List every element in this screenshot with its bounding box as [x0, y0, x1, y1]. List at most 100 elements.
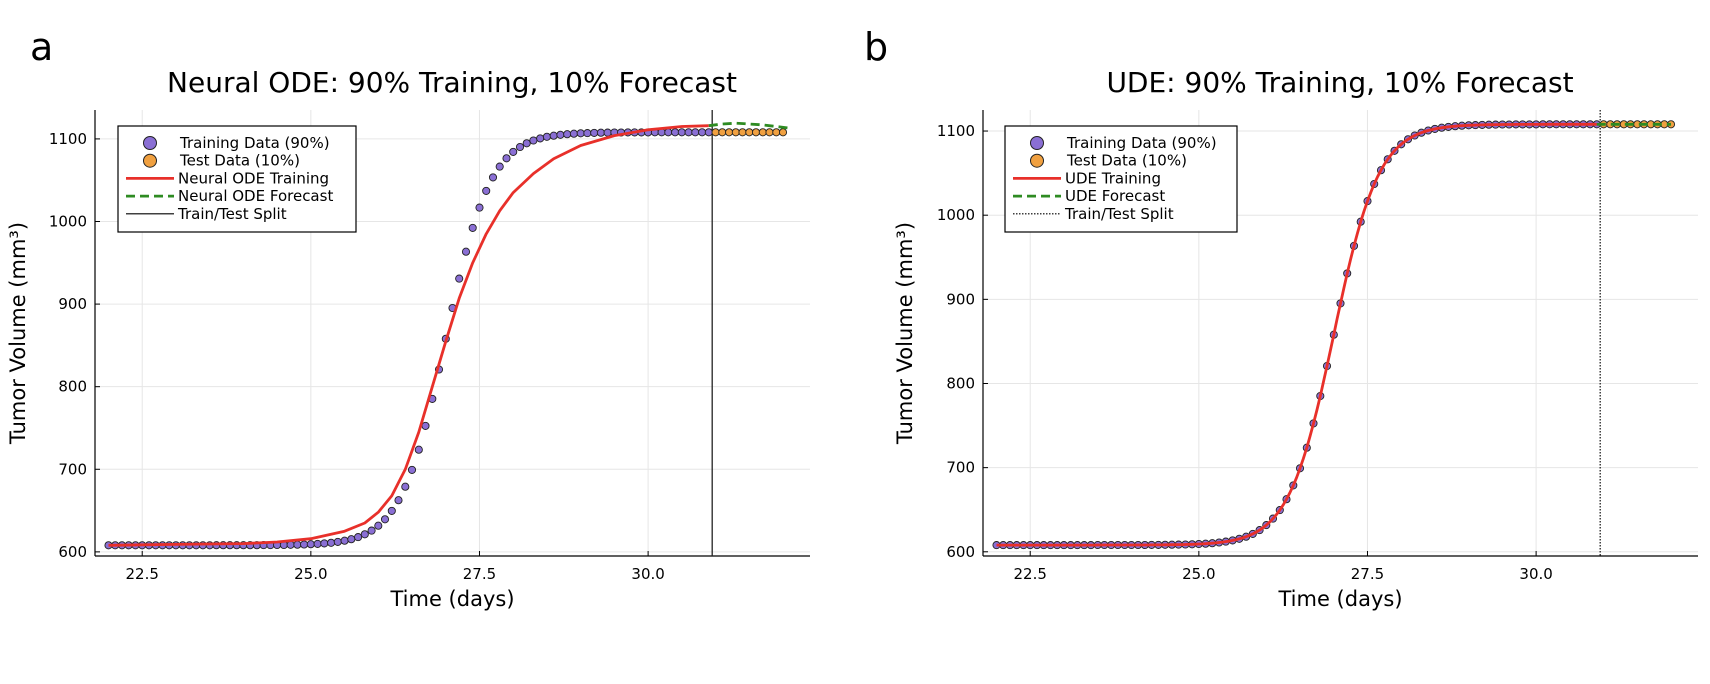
training-data-point [664, 128, 673, 137]
test-data-point [711, 128, 720, 137]
x-tick-label: 22.5 [126, 565, 159, 583]
y-tick-label: 900 [946, 290, 975, 308]
training-data-point [320, 539, 329, 548]
y-axis-label: Tumor Volume (mm³) [893, 222, 917, 445]
training-data-point [380, 515, 390, 524]
x-axis-label: Time (days) [1277, 587, 1402, 611]
test-data-point [778, 128, 788, 137]
legend-label: Test Data (10%) [179, 152, 300, 170]
y-tick-label: 1100 [49, 130, 87, 148]
legend-label: UDE Training [1065, 169, 1161, 187]
training-data-point [536, 134, 545, 143]
training-data-point [495, 162, 504, 171]
training-data-point [455, 274, 464, 283]
legend-label: Train/Test Split [1064, 205, 1174, 223]
training-data-point [407, 465, 417, 474]
x-tick-label: 27.5 [463, 565, 496, 583]
x-tick-label: 25.0 [1182, 565, 1215, 583]
test-data-point [738, 128, 747, 137]
training-data-point [529, 136, 538, 145]
training-data-point [340, 536, 349, 545]
x-tick-label: 27.5 [1351, 565, 1384, 583]
x-axis-label: Time (days) [389, 587, 514, 611]
training-data-point [374, 521, 383, 530]
chart-title: Neural ODE: 90% Training, 10% Forecast [167, 66, 737, 99]
training-data-point [671, 128, 680, 137]
legend-label: Test Data (10%) [1066, 152, 1187, 170]
y-tick-label: 700 [58, 460, 87, 478]
panel-label: b [864, 25, 888, 69]
y-axis-label: Tumor Volume (mm³) [6, 222, 30, 445]
training-data-point [394, 496, 403, 505]
y-tick-label: 800 [58, 378, 87, 396]
training-data-point [313, 539, 322, 548]
test-data-point [758, 128, 767, 137]
y-tick-label: 1100 [937, 122, 975, 140]
training-data-point [367, 526, 376, 535]
training-data-point [704, 128, 713, 137]
y-tick-label: 600 [58, 543, 87, 561]
training-data-point [327, 538, 336, 547]
training-data-point [414, 445, 423, 454]
y-tick-label: 900 [58, 295, 87, 313]
y-tick-label: 1000 [49, 213, 87, 231]
test-data-point [725, 128, 734, 137]
training-data-point [300, 540, 309, 549]
training-data-point [698, 128, 707, 137]
panel-b: b UDE: 90% Training, 10% Forecast 22.5 25.0… [864, 25, 1698, 611]
training-data-point [549, 131, 558, 140]
training-data-point [421, 421, 430, 430]
training-line [996, 122, 1597, 547]
y-tick-label: 1000 [937, 206, 975, 224]
training-data-point [354, 533, 363, 542]
test-data-point [772, 128, 781, 137]
chart-title: UDE: 90% Training, 10% Forecast [1106, 66, 1573, 99]
training-line [108, 124, 709, 547]
training-data-point [502, 154, 511, 163]
legend-marker [143, 153, 157, 168]
training-data-point [583, 129, 592, 138]
training-data-point [468, 223, 477, 232]
test-data-point [745, 128, 754, 137]
legend-marker [143, 136, 157, 150]
training-data-point [563, 130, 572, 139]
legend-label: UDE Forecast [1065, 187, 1165, 205]
test-data-point [751, 128, 761, 137]
training-data-point [293, 540, 302, 549]
y-tick-label: 700 [946, 459, 975, 477]
training-data-point [677, 128, 686, 137]
y-tick-label: 600 [946, 543, 975, 561]
training-data-point [387, 506, 396, 515]
training-data-point [360, 530, 369, 539]
training-data-point [482, 186, 491, 195]
legend-label: Train/Test Split [177, 205, 287, 223]
legend-label: Training Data (90%) [1066, 134, 1217, 152]
training-data-point [306, 540, 315, 549]
training-data-point [691, 128, 700, 137]
training-data-point [333, 537, 342, 546]
training-data-point [347, 535, 356, 544]
panel-label: a [30, 25, 53, 69]
training-data-point [515, 142, 525, 152]
test-data-point [718, 128, 727, 137]
training-data-point [522, 139, 531, 148]
training-data-point [603, 128, 612, 137]
forecast-line [708, 121, 790, 130]
training-data-point [401, 482, 410, 491]
training-data-point [556, 130, 565, 139]
panel-a: a Neural ODE: 90% Training, 10% Forecast 2… [6, 25, 810, 611]
training-data-point [542, 132, 551, 141]
legend-marker [1030, 153, 1044, 168]
training-data-point [475, 203, 484, 212]
x-tick-label: 25.0 [294, 565, 327, 583]
x-tick-label: 22.5 [1014, 565, 1047, 583]
training-data-point [684, 128, 693, 137]
training-data-point [488, 173, 498, 182]
test-data-point [765, 128, 774, 137]
y-tick-label: 800 [946, 374, 975, 392]
x-tick-label: 30.0 [631, 565, 664, 583]
test-data-point [731, 128, 740, 137]
legend-label: Neural ODE Forecast [178, 187, 333, 205]
training-data-point [590, 128, 599, 137]
